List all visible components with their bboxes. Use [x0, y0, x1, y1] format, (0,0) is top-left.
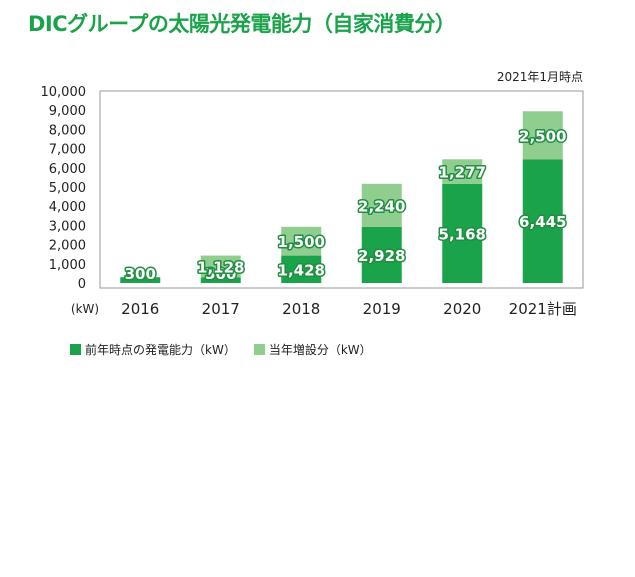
x-tick-label: 2017	[202, 300, 240, 318]
legend: 前年時点の発電能力（kW） 当年増設分（kW）	[70, 341, 372, 358]
data-label: 1,128	[197, 258, 244, 276]
bar-segment-increase	[442, 159, 483, 184]
as-of-note: 2021年1月時点	[496, 70, 583, 84]
y-tick-label: 7,000	[49, 143, 86, 158]
legend-swatch-base	[70, 344, 81, 355]
bar-segment-increase	[522, 111, 563, 160]
bar-segment-increase	[281, 226, 322, 256]
bar-segment-base	[120, 277, 161, 283]
y-tick-label: 6,000	[49, 162, 86, 177]
bar-segment-base	[522, 159, 563, 283]
x-axis-labels: 2016 2017 2018 2019 2020 2021計画	[121, 300, 577, 318]
y-axis-unit: (kW)	[71, 302, 99, 316]
data-label: 6,445	[519, 213, 566, 231]
plot-frame	[99, 90, 584, 289]
data-label: 300	[125, 265, 156, 283]
x-tick-label: 2016	[121, 300, 159, 318]
data-label: 2,928	[358, 247, 405, 265]
data-label: 1,428	[278, 261, 325, 279]
y-tick-label: 4,000	[49, 200, 86, 215]
bar-segment-base	[442, 183, 483, 283]
y-tick-label: 2,000	[49, 239, 86, 254]
data-label: 300	[205, 265, 236, 283]
x-tick-label: 2018	[282, 300, 320, 318]
legend-item-base: 前年時点の発電能力（kW）	[70, 341, 236, 358]
legend-label-base: 前年時点の発電能力（kW）	[85, 343, 236, 357]
y-tick-label: 8,000	[49, 123, 86, 138]
legend-item-increase: 当年増設分（kW）	[253, 341, 372, 358]
bar-segment-base	[281, 255, 322, 283]
bar-segment-increase	[361, 183, 402, 227]
y-tick-label: 3,000	[49, 219, 86, 234]
data-label: 1,500	[278, 233, 325, 251]
y-tick-label: 5,000	[49, 181, 86, 196]
y-tick-label: 0	[78, 277, 86, 292]
data-label: 2,500	[519, 127, 566, 145]
x-tick-label: 2019	[363, 300, 401, 318]
data-label: 2,240	[358, 197, 405, 215]
y-axis-ticks: 0 1,000 2,000 3,000 4,000 5,000 6,000 7,000 8,00…	[41, 85, 87, 292]
bar-segment-increase	[200, 255, 241, 278]
legend-swatch-increase	[253, 344, 265, 355]
chart-title: DICグループの太陽光発電能力（自家消費分）	[28, 12, 456, 36]
legend-label-increase: 当年増設分（kW）	[268, 343, 372, 357]
bar-segment-base	[361, 226, 402, 283]
data-label: 1,277	[439, 164, 486, 182]
y-tick-label: 1,000	[49, 258, 86, 273]
x-tick-label: 2021計画	[509, 300, 577, 318]
y-tick-label: 10,000	[41, 85, 87, 100]
data-label: 5,168	[439, 225, 486, 243]
bar-segment-base	[200, 277, 241, 283]
x-tick-label: 2020	[443, 300, 481, 318]
y-tick-label: 9,000	[49, 104, 86, 119]
